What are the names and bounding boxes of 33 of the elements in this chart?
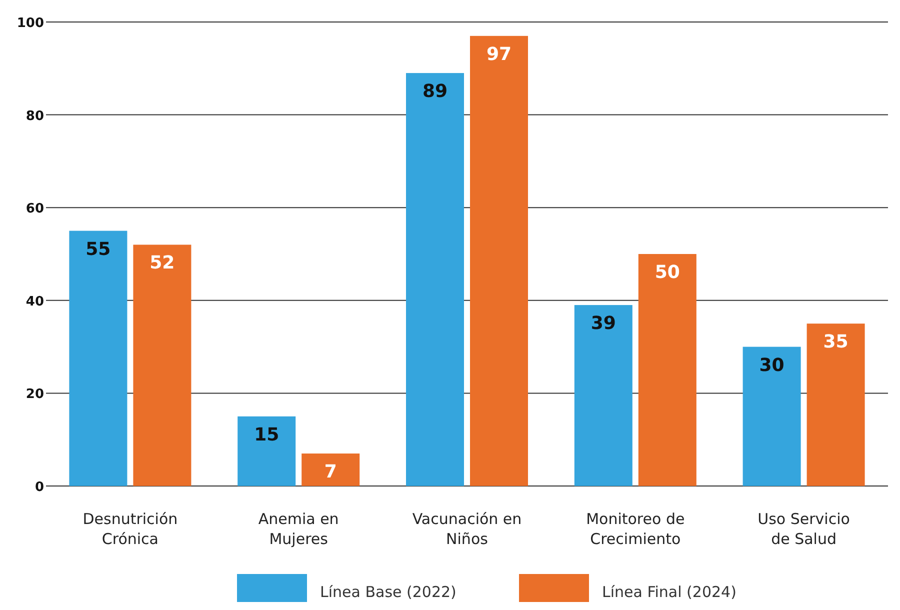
bar [638,254,696,486]
x-tick-label: Monitoreo de Crecimiento [586,510,685,548]
y-tick-label: 100 [16,16,44,31]
data-label: 89 [422,81,448,102]
y-tick-label: 40 [26,294,44,310]
bar [133,244,192,486]
data-label: 39 [590,313,616,334]
data-label: 35 [823,332,848,353]
bar [302,454,360,486]
y-tick-label: 60 [26,202,44,217]
data-label: 50 [654,262,680,283]
x-tick-label: Anemia en Mujeres [258,510,339,548]
data-label: 55 [86,238,111,260]
bar [238,416,296,486]
data-label: 7 [324,462,337,483]
bar [470,36,528,486]
data-label: 15 [254,424,280,446]
data-label: 30 [759,354,784,376]
x-tick-label: Desnutrición Crónica [82,510,178,548]
data-label: 97 [486,44,512,65]
bar [806,324,865,486]
y-tick-label: 80 [26,108,44,124]
legend-label: Línea Base (2022) [320,583,456,601]
data-label: 52 [150,252,175,274]
y-tick-label: 20 [26,387,44,402]
y-tick-label: 0 [34,480,44,495]
legend-label: Línea Final (2024) [602,583,736,601]
bar [69,230,128,486]
x-tick-label: Uso Servicio de Salud [758,510,850,548]
bar [742,346,801,486]
bar [574,305,632,486]
x-tick-label: Vacunación en Niños [412,510,522,548]
bar [406,73,464,486]
